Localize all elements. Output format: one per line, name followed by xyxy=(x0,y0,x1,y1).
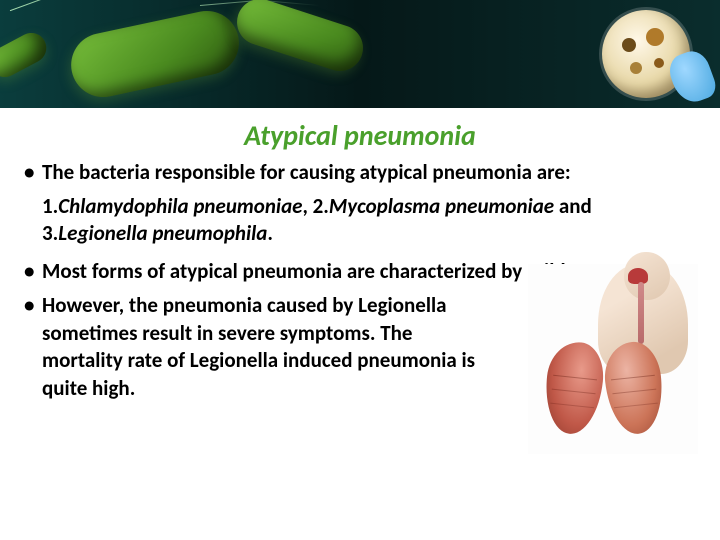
bullet-item: The bacteria responsible for causing aty… xyxy=(20,159,700,187)
colony-spot xyxy=(654,58,664,68)
list-end: . xyxy=(267,220,273,246)
organism-1: Chlamydophila pneumoniae xyxy=(58,193,302,219)
flagella-decor xyxy=(10,10,11,11)
colony-spot xyxy=(646,28,664,46)
organism-list: 1.Chlamydophila pneumoniae, 2.Mycoplasma… xyxy=(20,193,700,248)
respiratory-anatomy-illustration xyxy=(528,264,698,454)
bacterium-small xyxy=(0,28,52,83)
list-sep: , 2. xyxy=(302,193,328,219)
bullet-list: The bacteria responsible for causing aty… xyxy=(20,159,700,187)
trachea xyxy=(638,282,644,344)
bacterium-large xyxy=(65,5,245,103)
bacterium-medium xyxy=(231,0,369,77)
organism-2: Mycoplasma pneumoniae xyxy=(329,193,554,219)
header-banner xyxy=(0,0,720,108)
list-num: 1. xyxy=(42,193,58,219)
slide-title: Atypical pneumonia xyxy=(20,118,700,153)
left-lung xyxy=(541,339,606,436)
colony-spot xyxy=(630,62,642,74)
bullet-item: However, the pneumonia caused by Legione… xyxy=(20,292,490,403)
nasal-cavity xyxy=(628,268,648,284)
flagella-decor xyxy=(200,5,201,6)
colony-spot xyxy=(622,38,636,52)
organism-3: Legionella pneumophila xyxy=(58,220,267,246)
